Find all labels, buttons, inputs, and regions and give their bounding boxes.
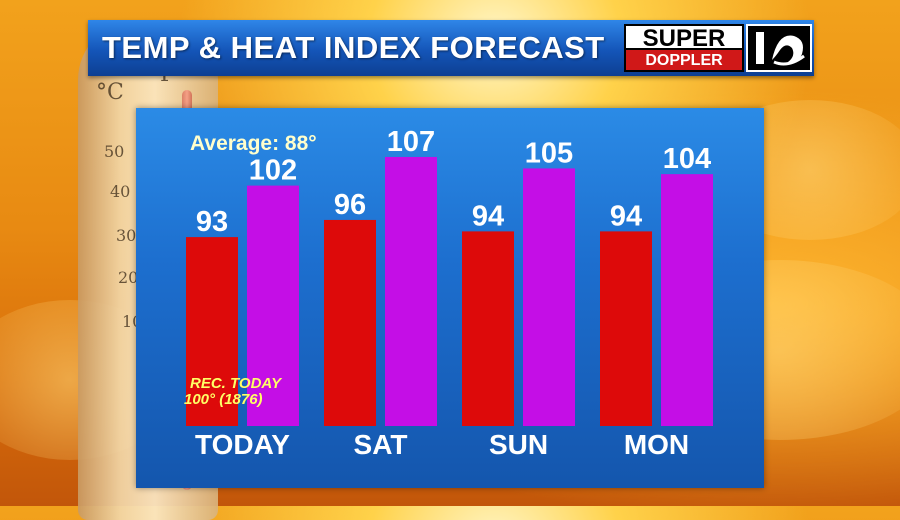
temp-value-label: 96 [334, 189, 366, 221]
wave-ten-icon [756, 32, 805, 66]
record-label: REC. TODAY [190, 375, 282, 392]
logo-ten-mark [746, 24, 812, 72]
heat-index-bar-today [247, 185, 299, 426]
heat-index-bar-sat [385, 156, 437, 427]
logo-super-text: SUPER [624, 24, 744, 52]
heat-index-value-label: 104 [663, 143, 711, 175]
thermometer-tick: 20 [118, 268, 139, 287]
thermometer-tick: 30 [116, 226, 137, 245]
temp-bar-sat [324, 219, 376, 426]
temp-value-label: 94 [472, 200, 504, 232]
logo-doppler-text: DOPPLER [624, 50, 744, 72]
temp-bar-sun [462, 231, 514, 426]
heat-index-bar-mon [661, 174, 713, 426]
temp-value-label: 94 [610, 200, 642, 232]
day-label: MON [624, 429, 689, 460]
heat-index-value-label: 102 [249, 155, 297, 187]
heat-index-value-label: 105 [525, 137, 573, 169]
record-annotation: REC. TODAY 100° (1876) [184, 376, 281, 408]
temp-bar-mon [600, 231, 652, 426]
record-value: 100° (1876) [184, 391, 263, 408]
temp-value-label: 93 [196, 206, 228, 238]
day-label: TODAY [195, 429, 290, 460]
chart-title: TEMP & HEAT INDEX FORECAST [102, 30, 605, 65]
day-label: SUN [489, 429, 548, 460]
day-label: SAT [354, 429, 408, 460]
thermometer-unit-c: °C [96, 80, 124, 105]
bar-chart: 93 102 TODAY 96 107 SAT 94 105 SUN 94 104 MON [186, 126, 713, 460]
thermometer-tick: 40 [110, 182, 131, 201]
heat-index-bar-sun [523, 168, 575, 427]
heat-index-value-label: 107 [387, 126, 435, 158]
thermometer-tick: 50 [104, 142, 125, 161]
chart-panel: Average: 88° 93 102 TODAY 96 107 SAT 94 105 SUN 9… [136, 108, 764, 488]
average-label: Average: 88° [190, 132, 317, 155]
temp-bar-today [186, 237, 238, 426]
station-logo: SUPER DOPPLER [624, 24, 812, 74]
